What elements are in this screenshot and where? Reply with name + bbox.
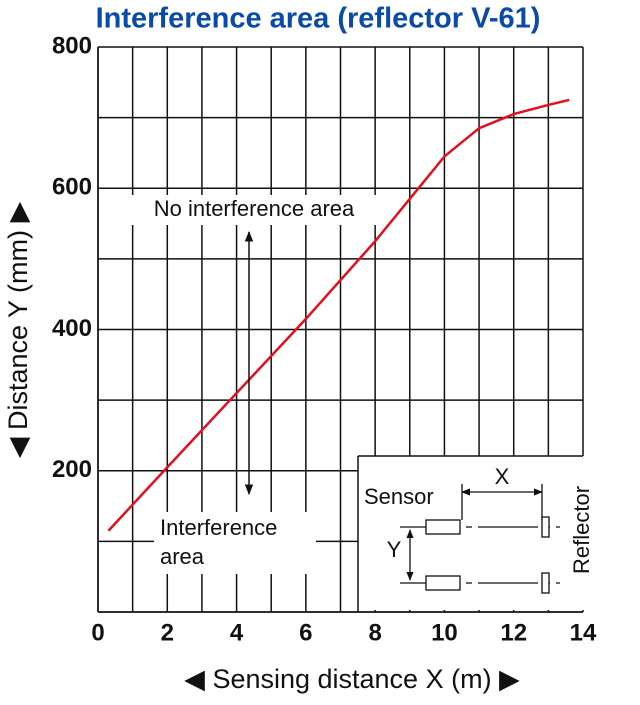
chart-title: Interference area (reflector V-61) — [96, 3, 541, 35]
annotation: Interference — [160, 515, 277, 540]
inset-label: X — [495, 464, 510, 489]
x-tick-label: 6 — [299, 619, 312, 646]
label-bg — [154, 512, 316, 574]
x-tick-label: 12 — [500, 619, 527, 646]
x-tick-label: 0 — [91, 619, 104, 646]
label-bg — [120, 195, 388, 225]
x-tick-label: 14 — [570, 619, 597, 646]
x-tick-label: 10 — [431, 619, 458, 646]
inset-bg — [358, 456, 620, 610]
annotation: No interference area — [154, 196, 355, 221]
x-tick-label: 2 — [161, 619, 174, 646]
y-tick-label: 800 — [52, 32, 92, 59]
x-axis-label: ◀ Sensing distance X (m) ▶ — [184, 664, 520, 694]
reflector — [541, 516, 550, 538]
sensor — [425, 575, 461, 591]
inset-label: Reflector — [569, 486, 594, 574]
inset-label: Sensor — [364, 484, 434, 509]
y-axis-label: ◀ Distance Y (mm) ▶ — [3, 201, 33, 458]
reflector — [541, 572, 550, 594]
inset-label: Y — [387, 537, 402, 562]
sensor — [425, 519, 461, 535]
x-tick-label: 8 — [368, 619, 381, 646]
y-tick-label: 200 — [52, 456, 92, 483]
x-tick-label: 4 — [230, 619, 244, 646]
y-tick-label: 400 — [52, 315, 92, 342]
y-tick-label: 600 — [52, 174, 92, 201]
annotation: area — [160, 544, 205, 569]
series-line — [107, 98, 570, 532]
